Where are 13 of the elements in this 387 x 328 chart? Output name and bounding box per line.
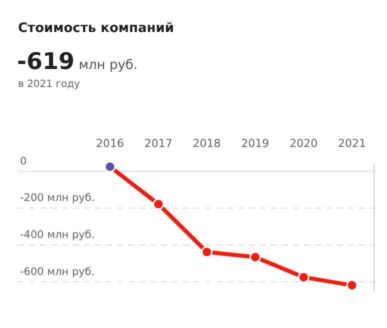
x-tick-label: 2019	[241, 137, 270, 150]
chart-subtitle: -619 млн руб.	[17, 49, 138, 75]
x-tick-label: 2020	[290, 137, 318, 150]
y-tick-label: -400 млн руб.	[20, 228, 95, 241]
x-tick-label: 2016	[96, 137, 124, 150]
text: в 2021 году	[18, 79, 80, 90]
x-tick-label: 2021	[338, 137, 366, 150]
chart-title: Стоимость компаний	[18, 21, 174, 36]
y-tick-label: 0	[20, 155, 27, 168]
y-tick-label: -200 млн руб.	[20, 192, 95, 204]
y-tick-label: -600 млн руб.	[20, 266, 95, 278]
x-tick-label: 2018	[192, 137, 221, 150]
x-tick-label: 2017	[144, 137, 172, 150]
